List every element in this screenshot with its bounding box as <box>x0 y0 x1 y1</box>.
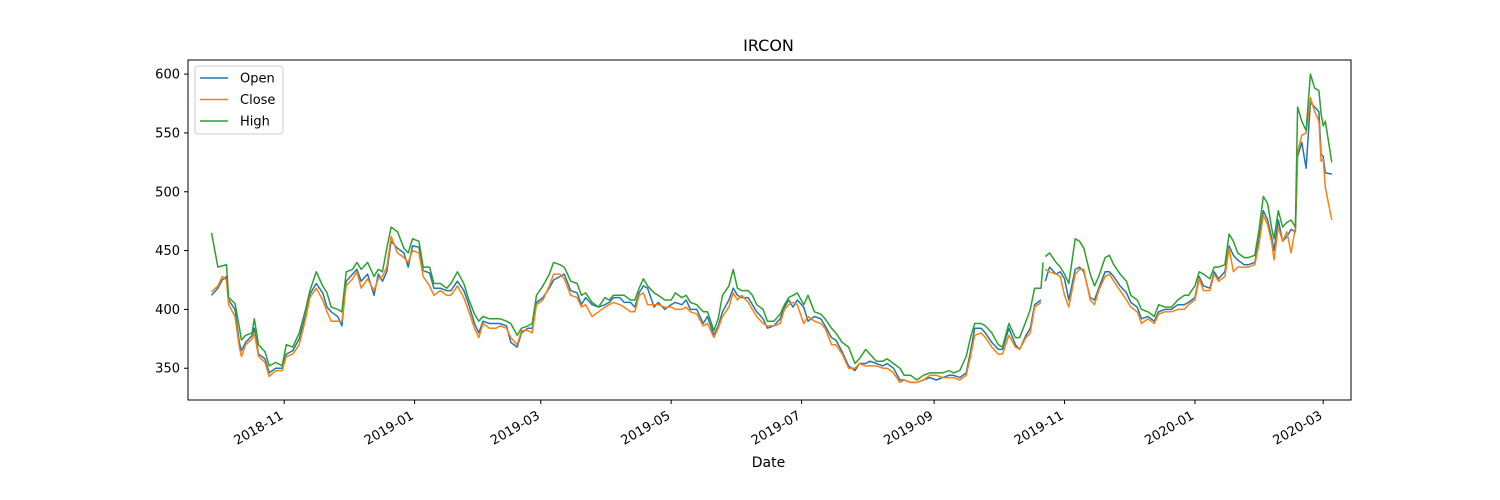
y-tick-label: 450 <box>155 244 180 259</box>
x-axis-label: Date <box>752 455 785 471</box>
series-line-open-segment-2 <box>1044 101 1332 322</box>
y-tick-label: 500 <box>155 185 180 200</box>
series-line-open-segment-1 <box>210 240 1042 384</box>
legend-label-open: Open <box>240 72 275 87</box>
y-tick-label: 350 <box>155 362 180 377</box>
y-tick-label: 600 <box>155 68 180 83</box>
y-tick-label: 400 <box>155 303 180 318</box>
series-line-high-segment-2 <box>1044 73 1333 318</box>
y-tick-label: 550 <box>155 126 180 141</box>
legend: Open Close High <box>194 65 284 135</box>
series-layer <box>210 73 1333 384</box>
chart-title: IRCON <box>743 36 794 55</box>
legend-box <box>194 65 284 135</box>
legend-label-close: Close <box>240 93 275 108</box>
series-line-close-segment-1 <box>210 235 1042 384</box>
y-axis: 350 400 450 500 550 600 <box>155 68 188 377</box>
plot-frame <box>187 59 1352 401</box>
legend-label-high: High <box>240 115 270 130</box>
series-line-high-segment-1 <box>210 226 1044 381</box>
